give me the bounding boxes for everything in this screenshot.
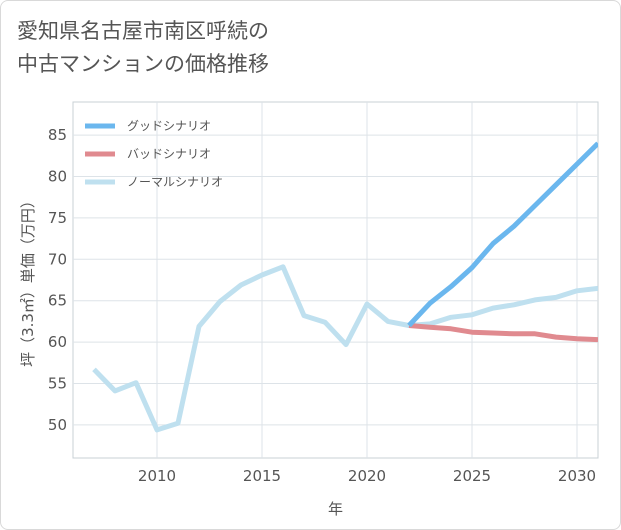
- y-tick-label: 65: [48, 292, 67, 310]
- x-tick-label: 2015: [243, 467, 281, 485]
- y-tick-label: 55: [48, 374, 67, 392]
- legend-label-2: ノーマルシナリオ: [127, 175, 223, 189]
- legend-label-0: グッドシナリオ: [127, 119, 211, 133]
- legend-label-1: バッドシナリオ: [127, 147, 211, 161]
- y-tick-label: 60: [48, 333, 67, 351]
- y-tick-label: 75: [48, 209, 67, 227]
- y-tick-label: 85: [48, 126, 67, 144]
- x-tick-label: 2020: [348, 467, 386, 485]
- y-axis-label: 坪（3.3㎡）単価（万円）: [19, 193, 37, 367]
- series-line-0: [407, 141, 598, 328]
- x-tick-label: 2030: [558, 467, 596, 485]
- series-line-2: [92, 264, 598, 433]
- series-line-1: [408, 323, 598, 343]
- x-tick-label: 2010: [138, 467, 176, 485]
- plot-area: [72, 101, 599, 459]
- y-tick-label: 50: [48, 416, 67, 434]
- x-axis-label: 年: [328, 500, 343, 518]
- chart-title-line1: 愛知県名古屋市南区呼続の: [17, 19, 269, 43]
- chart-title-line2: 中古マンションの価格推移: [17, 52, 269, 76]
- y-tick-label: 70: [48, 250, 67, 268]
- chart-title: 愛知県名古屋市南区呼続の 中古マンションの価格推移: [17, 15, 269, 81]
- y-tick-label: 80: [48, 168, 67, 186]
- x-tick-label: 2025: [453, 467, 491, 485]
